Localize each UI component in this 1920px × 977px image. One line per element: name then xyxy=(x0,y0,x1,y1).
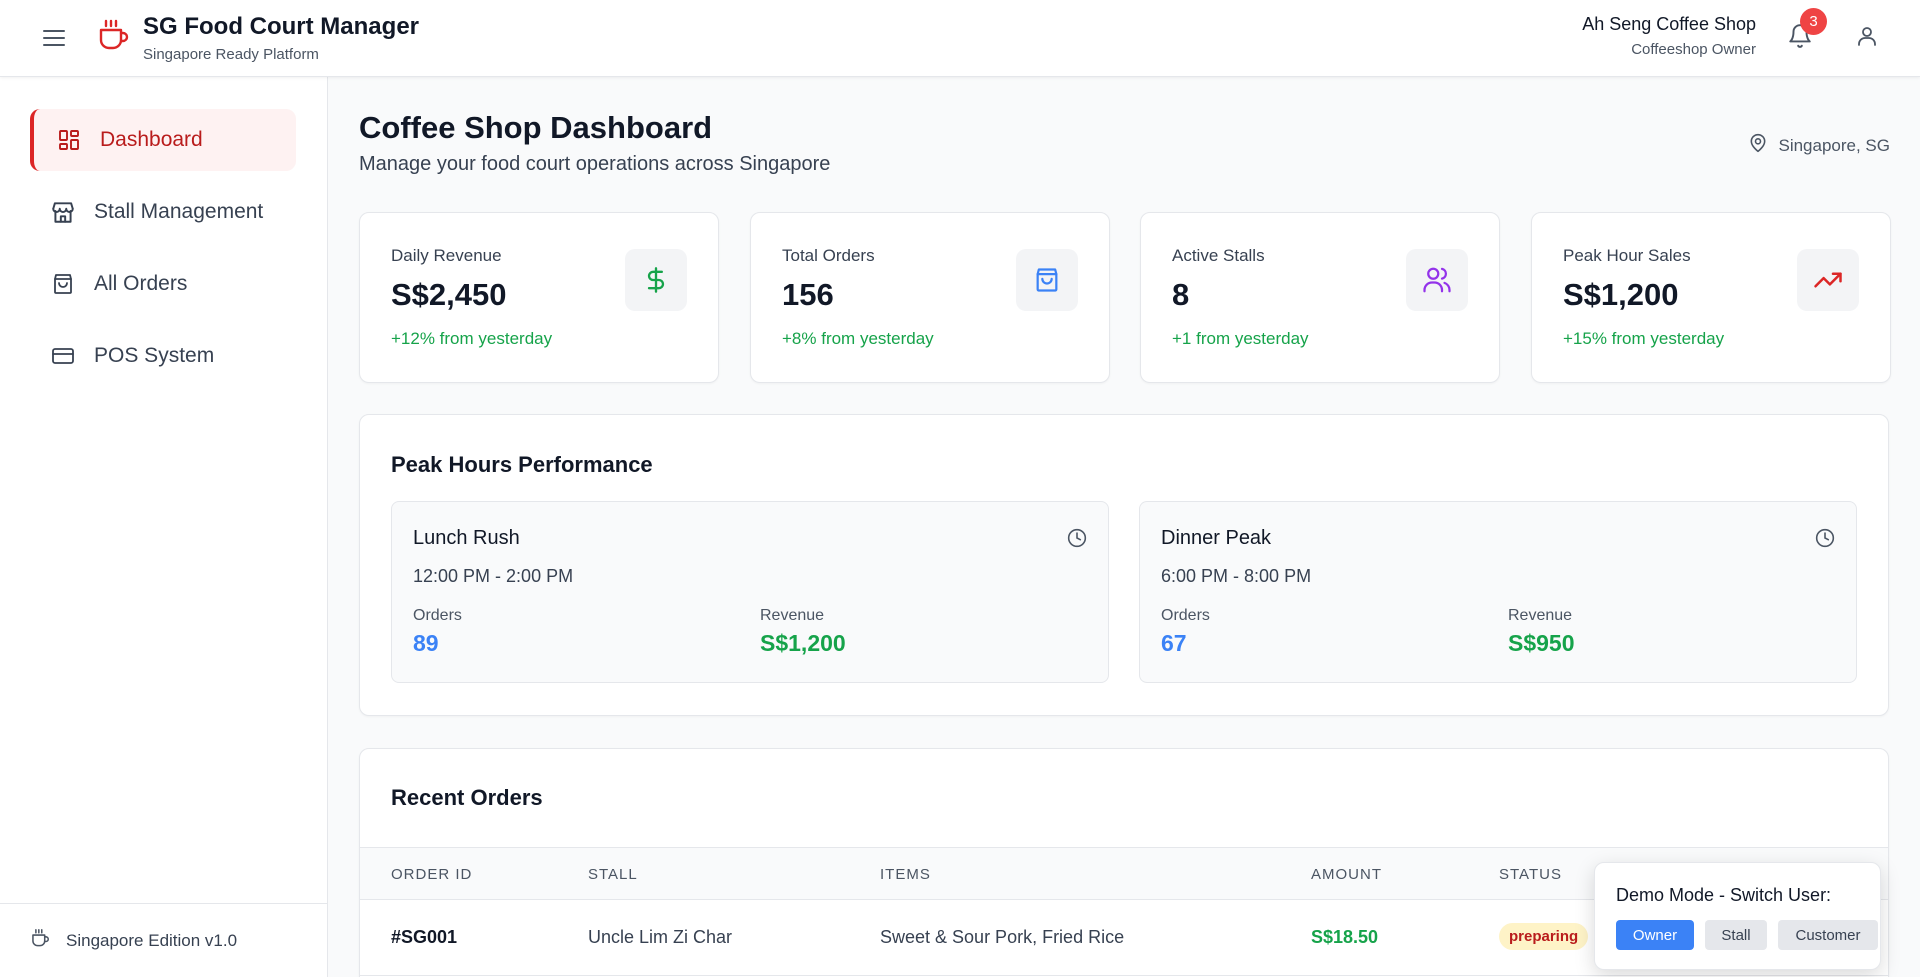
switch-customer-button[interactable]: Customer xyxy=(1778,920,1878,950)
items-cell: Sweet & Sour Pork, Fried Rice xyxy=(880,927,1125,947)
peak-period-time: 6:00 PM - 8:00 PM xyxy=(1161,566,1312,586)
demo-title: Demo Mode - Switch User: xyxy=(1616,885,1832,905)
orders-label: Orders xyxy=(1161,607,1210,624)
peak-period-dinner-peak: Dinner Peak 6:00 PM - 8:00 PM Orders 67 … xyxy=(1139,501,1857,683)
shopping-bag-icon xyxy=(50,271,76,297)
bell-icon[interactable] xyxy=(1785,21,1815,51)
store-icon xyxy=(50,199,76,225)
shop-name: Ah Seng Coffee Shop xyxy=(1582,14,1756,34)
revenue-value: S$1,200 xyxy=(760,630,846,656)
stat-card-active-stalls: Active Stalls 8 +1 from yesterday xyxy=(1140,212,1500,383)
stat-change: +15% from yesterday xyxy=(1563,329,1725,348)
shop-role: Coffeeshop Owner xyxy=(1631,41,1756,58)
clock-icon xyxy=(1814,527,1836,549)
revenue-label: Revenue xyxy=(1508,607,1573,624)
switch-owner-button[interactable]: Owner xyxy=(1616,920,1694,950)
revenue-label: Revenue xyxy=(760,607,825,624)
peak-period-name: Lunch Rush xyxy=(413,527,520,549)
demo-user-switcher: Demo Mode - Switch User: Owner Stall Cus… xyxy=(1594,862,1881,970)
edition-label: Singapore Edition v1.0 xyxy=(66,930,238,950)
sidebar-footer: Singapore Edition v1.0 xyxy=(0,903,327,977)
orders-label: Orders xyxy=(413,607,462,624)
stat-change: +12% from yesterday xyxy=(391,329,553,348)
location-label: Singapore, SG xyxy=(1778,135,1890,155)
stat-value: S$2,450 xyxy=(391,277,507,312)
shop-info: Ah Seng Coffee Shop Coffeeshop Owner xyxy=(1582,14,1756,58)
page-title: Coffee Shop Dashboard xyxy=(359,110,713,145)
app-title: SG Food Court Manager xyxy=(143,13,419,40)
notification-badge[interactable]: 3 xyxy=(1800,8,1827,35)
amount-cell: S$18.50 xyxy=(1311,927,1379,947)
sidebar-item-dashboard[interactable]: Dashboard xyxy=(30,109,296,171)
location: Singapore, SG xyxy=(1748,133,1890,158)
orders-value: 67 xyxy=(1161,630,1187,656)
stat-card-peak-hour-sales: Peak Hour Sales S$1,200 +15% from yester… xyxy=(1531,212,1891,383)
stat-card-total-orders: Total Orders 156 +8% from yesterday xyxy=(750,212,1110,383)
coffee-cup-logo-icon xyxy=(96,18,130,52)
column-header: STALL xyxy=(588,866,638,883)
revenue-value: S$950 xyxy=(1508,630,1575,656)
shopping-bag-icon xyxy=(1016,249,1078,311)
map-pin-icon xyxy=(1748,133,1768,158)
sidebar-item-label: POS System xyxy=(94,344,215,367)
stat-change: +8% from yesterday xyxy=(782,329,934,348)
top-bar: SG Food Court Manager Singapore Ready Pl… xyxy=(0,0,1920,77)
column-header: STATUS xyxy=(1499,866,1562,883)
section-title: Recent Orders xyxy=(391,785,543,810)
dollar-icon xyxy=(625,249,687,311)
sidebar-item-label: Dashboard xyxy=(100,128,203,151)
stat-label: Daily Revenue xyxy=(391,246,502,265)
app-subtitle: Singapore Ready Platform xyxy=(143,46,319,63)
stat-value: 8 xyxy=(1172,277,1190,312)
sidebar-item-label: Stall Management xyxy=(94,200,264,223)
stat-change: +1 from yesterday xyxy=(1172,329,1309,348)
stat-label: Peak Hour Sales xyxy=(1563,246,1691,265)
column-header: AMOUNT xyxy=(1311,866,1382,883)
orders-value: 89 xyxy=(413,630,439,656)
sidebar-item-label: All Orders xyxy=(94,272,188,295)
order-id-cell: #SG001 xyxy=(391,927,458,947)
sidebar-item-all-orders[interactable]: All Orders xyxy=(30,253,296,315)
column-header: ITEMS xyxy=(880,866,931,883)
clock-icon xyxy=(1066,527,1088,549)
user-icon[interactable] xyxy=(1852,21,1882,51)
peak-period-name: Dinner Peak xyxy=(1161,527,1272,549)
stall-cell: Uncle Lim Zi Char xyxy=(588,927,733,947)
peak-hours-panel: Peak Hours Performance Lunch Rush 12:00 … xyxy=(359,414,1889,716)
sidebar-item-stall-management[interactable]: Stall Management xyxy=(30,181,296,243)
switch-stall-button[interactable]: Stall xyxy=(1705,920,1767,950)
peak-period-time: 12:00 PM - 2:00 PM xyxy=(413,566,574,586)
stat-label: Active Stalls xyxy=(1172,246,1265,265)
credit-card-icon xyxy=(50,343,76,369)
status-badge: preparing xyxy=(1499,923,1589,950)
sidebar-item-pos-system[interactable]: POS System xyxy=(30,325,296,387)
coffee-cup-icon xyxy=(30,928,50,953)
stat-label: Total Orders xyxy=(782,246,875,265)
peak-period-lunch-rush: Lunch Rush 12:00 PM - 2:00 PM Orders 89 … xyxy=(391,501,1109,683)
stat-value: S$1,200 xyxy=(1563,277,1679,312)
users-icon xyxy=(1406,249,1468,311)
stat-card-daily-revenue: Daily Revenue S$2,450 +12% from yesterda… xyxy=(359,212,719,383)
hamburger-menu-icon[interactable] xyxy=(40,24,68,52)
dashboard-icon xyxy=(56,127,82,153)
column-header: ORDER ID xyxy=(391,866,473,883)
stat-value: 156 xyxy=(782,277,834,312)
section-title: Peak Hours Performance xyxy=(391,452,653,477)
sidebar: Dashboard Stall Management All Orders PO… xyxy=(0,77,328,977)
page-subtitle: Manage your food court operations across… xyxy=(359,153,831,175)
trending-up-icon xyxy=(1797,249,1859,311)
